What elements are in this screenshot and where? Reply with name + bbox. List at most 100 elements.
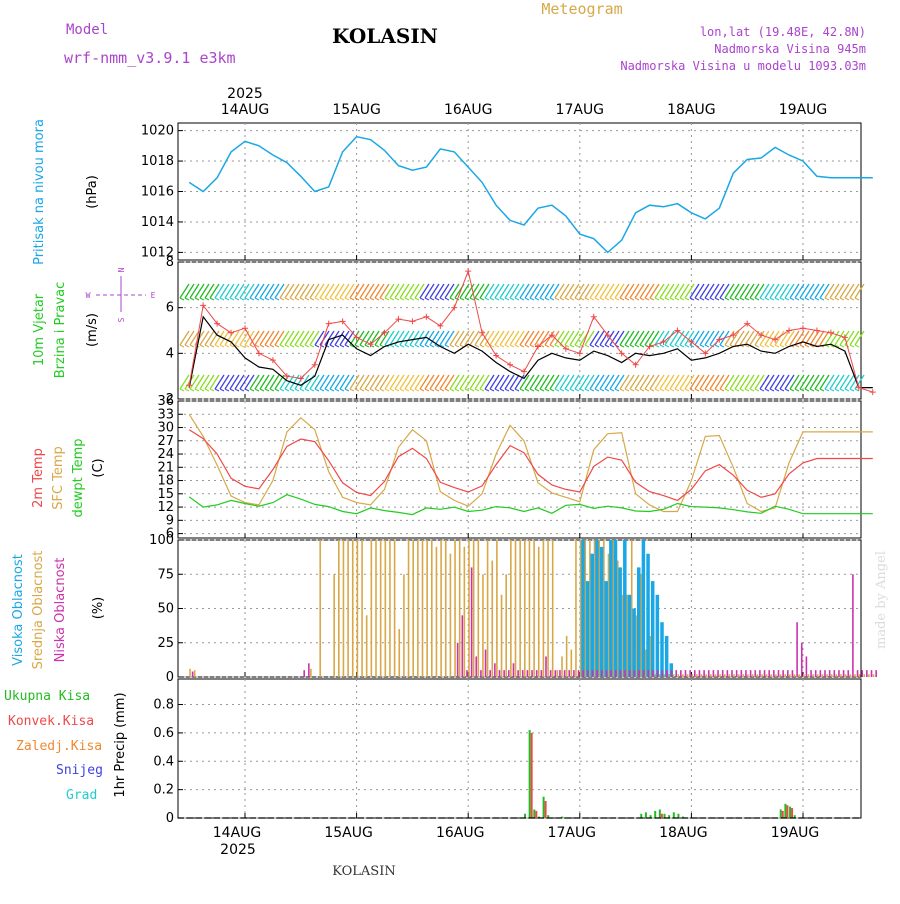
cloud-bar	[577, 670, 580, 677]
day-label-top: 15AUG	[332, 102, 381, 118]
cloud-bar	[689, 670, 691, 677]
wind-barb	[794, 330, 805, 346]
wind-barb-flag	[774, 344, 780, 348]
wind-barb-flag	[594, 297, 600, 301]
wind-barb	[474, 283, 485, 299]
wind-gust-marker	[702, 350, 709, 357]
wind-barb-flag	[424, 344, 430, 348]
wind-barb	[314, 283, 325, 299]
wind-barb	[854, 283, 865, 299]
wind-barb	[219, 374, 230, 390]
precip-ytick-label: 0	[166, 811, 174, 826]
wind-barb	[819, 330, 830, 346]
wind-barb-flag	[469, 297, 475, 301]
cloud-bar	[849, 674, 852, 677]
wind-barb	[484, 374, 495, 390]
wind-barb	[799, 374, 810, 390]
cloud-bar	[655, 594, 660, 677]
wind-barb-flag	[289, 388, 295, 392]
wind-barb-flag	[539, 388, 545, 392]
cloud-bar	[570, 649, 573, 677]
wind-barb-flag	[759, 388, 765, 392]
wind-barb	[464, 374, 475, 390]
wind-barb-flag	[184, 344, 190, 348]
wind-barb	[654, 283, 665, 299]
wind-barb-flag	[799, 388, 805, 392]
cloud-bar	[613, 540, 618, 677]
wind-barb	[334, 283, 345, 299]
wind-barb-flag	[849, 297, 855, 301]
wind-barb-flag	[629, 388, 635, 392]
wind-barb-flag	[764, 344, 770, 348]
wind-barb-flag	[444, 344, 450, 348]
wind-barb-flag	[204, 344, 210, 348]
wind-gust-marker	[800, 325, 806, 332]
cloud-bar	[308, 663, 310, 677]
cloud-bar	[542, 540, 545, 677]
wind-barb	[504, 374, 515, 390]
wind-barb	[819, 283, 830, 299]
wind-barb-flag	[199, 344, 205, 348]
cloud-bar	[579, 540, 582, 677]
wind-barb	[839, 283, 850, 299]
precip-bar	[677, 813, 680, 818]
cloud-bar	[728, 674, 731, 677]
cloud-ytick-label: 50	[157, 602, 174, 617]
wind-barb-flag	[584, 344, 590, 348]
wind-barb	[219, 330, 230, 346]
wind-barb-flag	[674, 388, 680, 392]
wind-barb-flag	[844, 388, 850, 392]
wind-barb-flag	[794, 344, 800, 348]
wind-barb-flag	[309, 297, 315, 301]
wind-barb	[769, 374, 780, 390]
wind-barb	[479, 374, 490, 390]
cloud-bar	[768, 670, 770, 677]
cloud-ylabel-name-2: Srednja Oblacnost	[31, 551, 46, 670]
wind-barb	[224, 283, 235, 299]
wind-barb	[549, 374, 560, 390]
wind-barb	[479, 283, 490, 299]
cloud-bar	[604, 581, 608, 677]
cloud-bar	[484, 649, 487, 677]
wind-barb-flag	[509, 344, 515, 348]
cloud-bar	[431, 540, 433, 677]
cloud-bar	[773, 670, 775, 677]
wind-barb	[544, 374, 555, 390]
wind-barb-flag	[759, 344, 765, 348]
wind-barb	[349, 374, 360, 390]
wind-barb	[494, 283, 505, 299]
wind-barb-flag	[854, 297, 860, 301]
wind-barb-flag	[524, 388, 530, 392]
wind-barb	[289, 374, 300, 390]
cloud-bar	[784, 674, 786, 677]
wind-barb-flag	[244, 388, 250, 392]
wind-barb	[564, 374, 575, 390]
wind-barb	[214, 283, 225, 299]
wind-barb-flag	[259, 297, 265, 301]
wind-barb-flag	[724, 344, 730, 348]
wind-barb	[489, 374, 500, 390]
wind-barb	[239, 374, 250, 390]
wind-barb	[509, 330, 520, 346]
cloud-bar	[863, 674, 866, 677]
wind-barb-flag	[534, 388, 540, 392]
wind-barb-flag	[529, 388, 535, 392]
wind-barb-flag	[579, 297, 585, 301]
wind-barb-flag	[724, 388, 730, 392]
wind-barb	[599, 374, 610, 390]
wind-barb	[514, 330, 525, 346]
wind-barb	[289, 283, 300, 299]
wind-barb	[409, 374, 420, 390]
wind-barb	[629, 374, 640, 390]
wind-barb	[274, 330, 285, 346]
wind-barb	[619, 330, 630, 346]
wind-barb-flag	[359, 388, 365, 392]
wind-barb-flag	[584, 297, 590, 301]
wind-barb	[269, 283, 280, 299]
wind-barb-flag	[409, 344, 415, 348]
wind-barb-flag	[294, 388, 300, 392]
wind-barb-flag	[314, 297, 320, 301]
wind-barb-flag	[299, 344, 305, 348]
cloud-bar	[618, 567, 622, 677]
cloud-bar	[561, 656, 563, 677]
